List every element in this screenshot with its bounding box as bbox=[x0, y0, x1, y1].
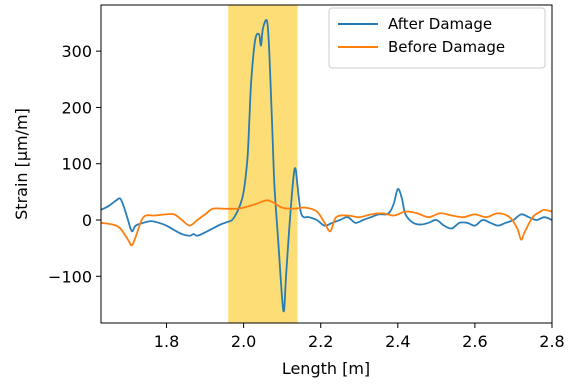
series-line-before-damage bbox=[100, 199, 553, 247]
legend-label-after-damage: After Damage bbox=[388, 15, 492, 33]
y-tick-label: 100 bbox=[61, 155, 92, 174]
legend: After Damage Before Damage bbox=[328, 7, 546, 69]
y-axis-label: Strain [μm/m] bbox=[12, 108, 31, 220]
x-tick-label: 2.8 bbox=[539, 332, 564, 351]
x-tick-label: 2.2 bbox=[308, 332, 333, 351]
x-tick-label: 2.0 bbox=[231, 332, 256, 351]
x-tick-label: 2.6 bbox=[462, 332, 487, 351]
y-tick-label: −100 bbox=[48, 267, 92, 286]
legend-frame bbox=[328, 7, 546, 69]
x-tick-label: 1.8 bbox=[154, 332, 179, 351]
highlight-region bbox=[228, 5, 298, 323]
series-line-after-damage bbox=[100, 18, 553, 313]
y-tick-label: 0 bbox=[82, 211, 92, 230]
x-axis-label: Length [m] bbox=[282, 359, 370, 378]
y-tick-label: 300 bbox=[61, 42, 92, 61]
y-tick-label: 200 bbox=[61, 98, 92, 117]
legend-label-before-damage: Before Damage bbox=[388, 38, 505, 56]
x-tick-label: 2.4 bbox=[385, 332, 410, 351]
